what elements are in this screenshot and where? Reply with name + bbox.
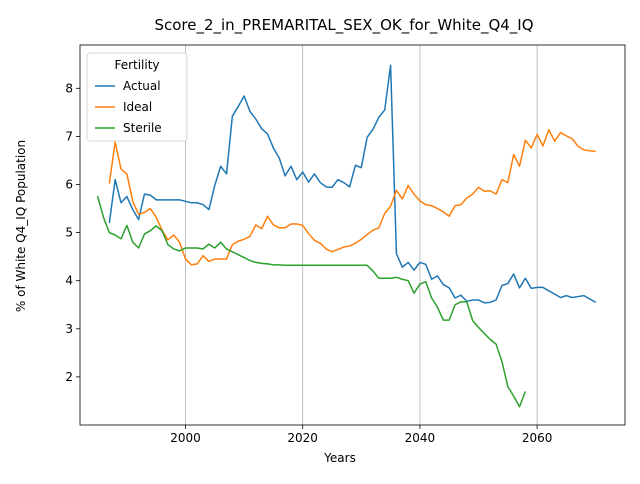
plot-frame [79,44,626,426]
y-tick-label: 7 [65,129,73,143]
legend-label-sterile: Sterile [123,121,162,135]
x-tick-label: 2040 [405,431,436,445]
y-tick-label: 2 [65,370,73,384]
x-tick-label: 2020 [287,431,318,445]
y-tick-label: 3 [65,322,73,336]
grid-lines [185,45,538,425]
x-tick-label: 2000 [170,431,201,445]
x-tick-label: 2060 [522,431,553,445]
y-tick-label: 5 [65,226,73,240]
y-axis-label: % of White Q4_IQ Population [14,140,28,312]
legend-title: Fertility [114,58,159,72]
y-tick-label: 8 [65,81,73,95]
x-axis-label: Years [323,451,356,465]
series-line-sterile [96,195,527,408]
series-lines [96,64,597,408]
axes: 2000 2020 2040 2060 2 3 4 5 6 7 8 [65,44,626,445]
legend: Fertility Actual Ideal Sterile [86,52,188,142]
chart-title: Score_2_in_PREMARITAL_SEX_OK_for_White_Q… [154,16,533,35]
legend-box [86,52,188,142]
legend-label-ideal: Ideal [123,100,152,114]
series-line-ideal [108,128,596,266]
y-tick-label: 4 [65,274,73,288]
y-tick-label: 6 [65,177,73,191]
series-line-actual [108,64,597,304]
legend-label-actual: Actual [123,79,161,93]
